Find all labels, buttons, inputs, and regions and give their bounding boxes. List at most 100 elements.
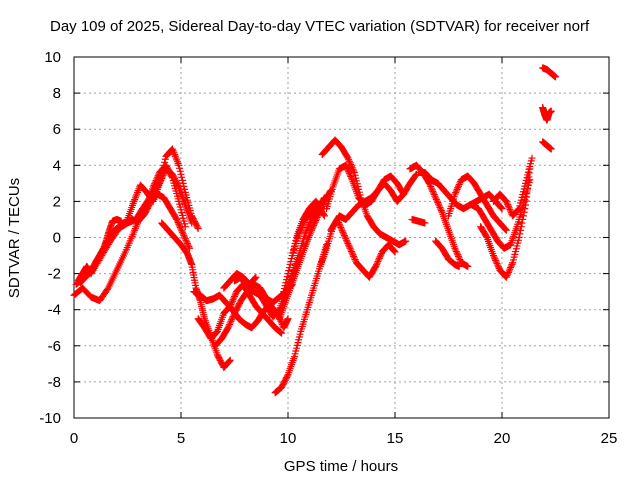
data-point [552,73,559,81]
data-point [286,261,294,269]
data-point-interp [347,162,355,170]
data-point [314,212,322,220]
data-point-interp [175,220,183,228]
x-tick-label: 5 [177,430,185,447]
data-point [515,234,523,241]
data-point-interp [344,166,352,174]
data-point-interp [298,222,306,230]
data-point-interp [160,161,168,169]
data-point-interp [455,254,463,262]
data-point-interp [519,212,527,220]
data-point-interp [283,273,291,281]
data-point-interp [231,291,239,299]
data-point-interp [283,276,291,284]
data-point [547,107,555,115]
data-point-interp [176,222,184,230]
data-point [181,223,189,231]
data-point-interp [494,263,502,271]
data-point [295,230,303,238]
data-point-interp [519,215,527,223]
data-point-interp [281,282,289,290]
data-point-interp [177,170,185,178]
data-point-interp [349,251,357,259]
data-point [117,217,125,225]
data-point-interp [372,261,380,269]
data-point-interp [455,181,463,189]
data-point-interp [430,189,438,197]
data-point-interp [180,231,188,239]
data-point-interp [343,165,351,173]
data-point-interp [490,253,498,261]
data-point-interp [176,167,184,175]
y-tick-label: -6 [48,338,61,355]
y-tick-label: -4 [48,302,61,319]
data-point-interp [226,357,234,365]
y-tick-label: 4 [53,157,61,174]
data-point-interp [161,155,169,163]
data-point-interp [183,238,191,246]
data-point-interp [282,279,290,287]
data-point [391,248,399,256]
data-point [340,230,348,238]
data-point-interp [427,184,435,192]
data-point-interp [342,236,350,244]
data-point-interp [497,204,505,212]
data-point-interp [516,230,524,238]
y-tick-label: -8 [48,374,61,391]
data-point-interp [427,183,435,191]
data-point [173,215,181,223]
data-point-interp [231,292,238,300]
data-point-interp [284,270,292,278]
data-point-interp [296,227,304,235]
data-point [226,302,234,310]
data-point-interp [351,256,359,264]
data-point-interp [339,228,347,236]
data-point-interp [250,275,258,283]
data-point-interp [350,254,358,262]
data-point-interp [452,187,460,195]
y-tick-label: 10 [44,49,61,66]
data-point-interp [299,220,307,228]
data-point-interp [452,248,460,256]
axis-ticks: 0 5 10 15 20 25 -10 -8 -6 -4 -2 0 2 4 6 8 10 [39,49,617,447]
data-point-interp [177,225,185,233]
data-point-interp [212,329,220,337]
data-point [278,329,286,337]
data-point-interp [226,319,234,327]
y-tick-label: 2 [53,193,61,210]
data-point-interp [178,176,186,184]
data-point-interp [350,252,358,260]
data-point-interp [342,163,350,171]
data-point-interp [338,225,345,233]
data-point-interp [514,205,522,213]
data-point-interp [310,221,318,229]
data-point-interp [229,313,237,321]
data-point-interp [230,294,238,302]
data-point [464,262,472,270]
data-point [489,252,497,260]
data-point [179,230,187,238]
data-point-interp [434,199,442,207]
data-point-interp [313,213,321,221]
data-point-interp [251,274,259,282]
data-point-interp [428,186,436,194]
data-point-interp [345,168,353,176]
data-point-interp [297,225,305,233]
x-tick-label: 10 [280,430,297,447]
data-point [455,262,463,270]
data-point [156,179,164,187]
data-point-interp [312,217,320,225]
data-point-interp [345,243,353,251]
data-point-interp [193,223,201,231]
y-axis-label: SDTVAR / TECUs [6,178,23,298]
data-point-interp [341,233,349,241]
data-point-interp [502,225,510,233]
x-axis-label: GPS time / hours [284,458,398,475]
data-point [498,205,506,213]
data-point-interp [179,179,187,187]
data-point-interp [181,185,189,193]
data-point-interp [182,236,190,244]
data-point-interp [453,185,461,193]
y-tick-label: 0 [53,230,61,247]
